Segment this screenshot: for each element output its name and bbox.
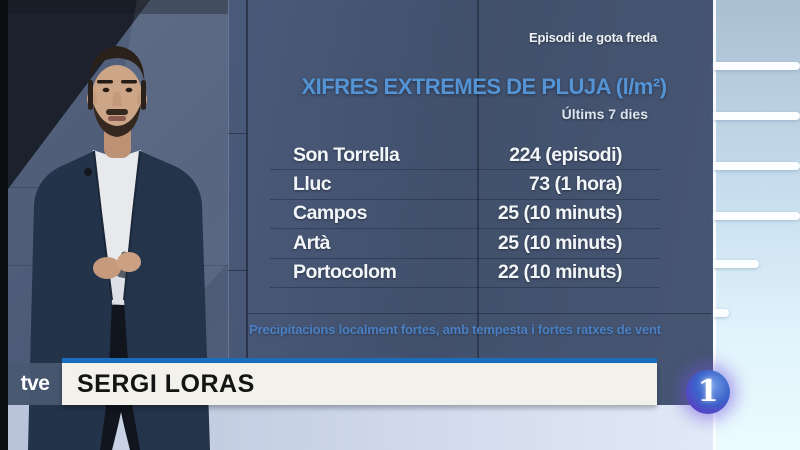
lapel-mic	[84, 168, 92, 176]
videowall-seam	[246, 0, 248, 450]
studio-top-band	[8, 0, 230, 14]
table-row: Son Torrella 224 (episodi)	[270, 141, 660, 171]
table-row: Campos 25 (10 minuts)	[270, 200, 660, 230]
location-label: Lluc	[293, 173, 332, 196]
presenter-hand	[117, 252, 141, 272]
rainfall-table: Son Torrella 224 (episodi) Lluc 73 (1 hora)…	[270, 141, 660, 288]
videowall-seam	[228, 133, 247, 134]
presenter-sideburn	[88, 80, 93, 110]
value-label: 73 (1 hora)	[528, 173, 623, 196]
studio-light-shelf	[713, 0, 800, 450]
presenter-beard	[93, 103, 141, 137]
presenter-sideburn	[141, 80, 146, 110]
shelf-bar	[713, 162, 800, 170]
table-row: Portocolom 22 (10 minuts)	[270, 259, 660, 288]
location-label: Son Torrella	[293, 143, 400, 166]
presenter-hand	[93, 257, 121, 279]
presenter-eyebrow	[97, 80, 113, 84]
presenter-mustache	[106, 109, 128, 115]
location-label: Artà	[293, 231, 331, 254]
presenter-nose-shade	[112, 92, 122, 106]
table-row: Lluc 73 (1 hora)	[270, 170, 660, 200]
presenter-eyebrow	[121, 80, 137, 84]
presenter-name: SERGI LORAS	[77, 369, 255, 398]
presenter-hair	[89, 46, 145, 92]
value-label: 25 (10 minuts)	[497, 202, 623, 225]
presenter-mouth	[108, 116, 126, 121]
presenter-jacket-right	[124, 151, 210, 450]
lower-third-banner: SERGI LORAS	[62, 363, 657, 405]
presenter-eye	[102, 87, 110, 93]
presenter-leg-gap	[113, 412, 129, 450]
value-label: 22 (10 minuts)	[497, 261, 623, 284]
shelf-bar	[713, 260, 759, 268]
left-black-edge	[0, 0, 8, 450]
period-label: Últims 7 dies	[561, 106, 648, 122]
presenter-eye	[125, 87, 133, 93]
screen-edge-highlight	[228, 0, 229, 450]
tve-logo: tve	[8, 363, 62, 405]
channel-number: 1	[697, 374, 719, 409]
table-row: Artà 25 (10 minuts)	[270, 229, 660, 259]
event-label: Episodi de gota freda	[529, 30, 657, 45]
channel-one-badge: 1	[686, 370, 730, 414]
shelf-edge-light	[713, 0, 716, 450]
location-label: Campos	[293, 202, 367, 225]
shelf-bar	[713, 62, 800, 70]
value-label: 25 (10 minuts)	[497, 231, 623, 254]
videowall-seam	[246, 313, 713, 314]
value-label: 224 (episodi)	[509, 143, 622, 166]
shelf-bar	[713, 309, 729, 317]
warning-footnote: Precipitacions localment fortes, amb tem…	[249, 322, 661, 337]
tve-logo-text: tve	[20, 372, 50, 395]
chart-title: XIFRES EXTREMES DE PLUJA (l/m²)	[301, 74, 667, 99]
lower-third-accent-line	[62, 358, 657, 363]
videowall-seam	[228, 270, 247, 271]
location-label: Portocolom	[293, 261, 397, 284]
shelf-bar	[713, 112, 800, 120]
videowall-seam	[477, 0, 479, 450]
shelf-bar	[713, 212, 800, 220]
